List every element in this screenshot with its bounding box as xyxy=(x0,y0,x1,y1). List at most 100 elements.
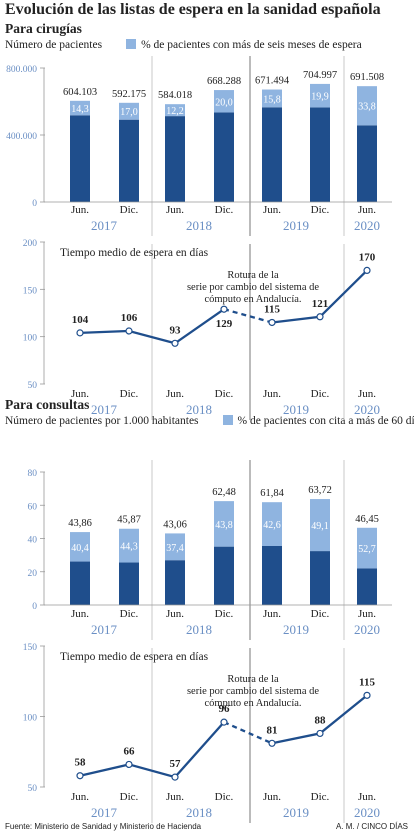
consult-bars-bar-share xyxy=(357,527,377,569)
section-heading-surgery: Para cirugías xyxy=(5,21,82,36)
surgery-bars-year-label: 2020 xyxy=(354,218,380,233)
surgery-bars-bar-base xyxy=(310,107,330,202)
surgery-wait-annotation: cómputo en Andalucía. xyxy=(204,294,301,305)
surgery-bars-total-label: 704.997 xyxy=(303,70,337,81)
consult-bars-y-tick-label: 60 xyxy=(28,502,38,512)
surgery-bars-y-tick-label: 800.000 xyxy=(6,65,37,75)
source-note: Fuente: Ministerio de Sanidad y Minister… xyxy=(5,822,202,831)
surgery-wait-x-tick-label: Jun. xyxy=(358,388,376,400)
surgery-wait-annotation: serie por cambio del sistema de xyxy=(187,282,319,293)
surgery-bars-x-tick-label: Dic. xyxy=(311,204,330,216)
consult-bars-y-tick-label: 80 xyxy=(28,469,38,479)
surgery-bars-x-tick-label: Jun. xyxy=(166,204,184,216)
consult-bars-bar-share xyxy=(119,528,139,563)
legend-share-surgery: % de pacientes con más de seis meses de … xyxy=(141,39,362,51)
consult-wait-point xyxy=(125,760,133,769)
surgery-bars-total-label: 691.508 xyxy=(350,72,384,83)
consult-wait-y-tick-label: 50 xyxy=(28,784,38,794)
consult-wait-year-label: 2017 xyxy=(91,805,118,820)
surgery-wait-title: Tiempo medio de espera en días xyxy=(60,247,209,259)
surgery-wait-value-label: 93 xyxy=(170,324,182,336)
consult-bars-y-tick-label: 40 xyxy=(28,536,38,546)
consult-wait-x-tick-label: Dic. xyxy=(311,791,330,803)
surgery-bars-share-label: 20,0 xyxy=(215,97,233,108)
consult-wait-point xyxy=(268,739,276,747)
legend-total-surgery: Número de pacientes xyxy=(5,39,103,51)
surgery-bars-bar-share xyxy=(119,102,139,120)
surgery-bars-y-tick-label: 0 xyxy=(32,199,37,209)
surgery-wait-x-tick-label: Jun. xyxy=(263,388,281,400)
surgery-bars-bar-base xyxy=(357,125,377,202)
consult-bars-share-label: 52,7 xyxy=(358,544,376,555)
surgery-wait-line xyxy=(79,308,225,345)
surgery-bars-bar-base xyxy=(165,116,185,202)
surgery-bars-bar-share xyxy=(214,90,234,113)
surgery-wait-value-label: 115 xyxy=(264,303,280,315)
consult-wait-value-label: 88 xyxy=(315,714,327,726)
surgery-bars-x-tick-label: Dic. xyxy=(215,204,234,216)
surgery-bars-bar-base xyxy=(70,115,90,202)
consult-wait-y-tick-label: 150 xyxy=(23,643,38,653)
consult-bars-bar-base xyxy=(165,560,185,605)
surgery-bars-share-label: 15,8 xyxy=(263,94,281,105)
surgery-wait-value-label: 170 xyxy=(359,251,376,263)
consult-bars-year-label: 2018 xyxy=(186,622,212,637)
section-heading-consultations: Para consultas xyxy=(5,397,90,412)
surgery-bars-year-label: 2017 xyxy=(91,218,118,233)
consult-bars-bar-base xyxy=(357,568,377,605)
surgery-wait-year-label: 2020 xyxy=(354,402,380,417)
surgery-bars-bar-base xyxy=(119,119,139,202)
surgery-wait-value-label: 106 xyxy=(121,312,138,324)
consult-bars-x-tick-label: Dic. xyxy=(120,608,139,620)
consult-bars-x-tick-label: Jun. xyxy=(71,608,89,620)
legend-swatch-surgery xyxy=(126,39,137,49)
consult-bars-share-label: 40,4 xyxy=(71,543,89,554)
consult-wait-x-tick-label: Jun. xyxy=(166,791,184,803)
consult-wait-line xyxy=(79,721,225,779)
surgery-wait-value-label: 104 xyxy=(72,314,89,326)
consult-bars-total-label: 43,86 xyxy=(68,518,92,529)
consult-bars-bar-base xyxy=(70,561,90,605)
consult-wait-x-tick-label: Dic. xyxy=(215,791,234,803)
legend-share-consultations: % de pacientes con cita a más de 60 días xyxy=(237,415,414,427)
surgery-wait-annotation: Rotura de la xyxy=(227,270,279,281)
surgery-wait-x-tick-label: Jun. xyxy=(71,388,89,400)
consult-bars-year-label: 2020 xyxy=(354,622,380,637)
surgery-wait-point xyxy=(76,329,84,337)
consult-bars-share-label: 42,6 xyxy=(263,520,281,531)
surgery-bars-bar-base xyxy=(214,112,234,202)
consult-bars-total-label: 46,45 xyxy=(355,514,379,525)
consult-wait-year-label: 2020 xyxy=(354,805,380,820)
surgery-bars-total-label: 668.288 xyxy=(207,76,241,87)
surgery-bars-bar-share xyxy=(165,104,185,117)
consult-wait-point xyxy=(316,729,324,738)
surgery-bars-x-tick-label: Dic. xyxy=(120,204,139,216)
consult-bars-x-tick-label: Jun. xyxy=(166,608,184,620)
legend-consultations: Número de pacientes por 1.000 habitantes… xyxy=(5,415,414,427)
consult-wait-value-label: 81 xyxy=(267,724,278,736)
consult-bars-total-label: 61,84 xyxy=(260,488,284,499)
surgery-bars-total-label: 671.494 xyxy=(255,76,290,87)
consult-wait-annotation: Rotura de la xyxy=(227,674,279,685)
surgery-wait-x-tick-label: Dic. xyxy=(215,388,234,400)
consult-bars-share-label: 49,1 xyxy=(311,521,329,532)
consult-wait-year-label: 2018 xyxy=(186,805,212,820)
consult-bars-bar-base xyxy=(262,545,282,605)
surgery-wait-x-tick-label: Jun. xyxy=(166,388,184,400)
surgery-bars-bar-share xyxy=(310,83,330,108)
consult-wait-point xyxy=(171,773,179,781)
surgery-wait-year-label: 2019 xyxy=(283,402,309,417)
surgery-wait-y-tick-label: 200 xyxy=(23,239,38,249)
consult-wait-y-tick-label: 100 xyxy=(23,714,38,724)
consult-wait-x-tick-label: Jun. xyxy=(263,791,281,803)
legend-swatch-consultations xyxy=(222,415,233,425)
consult-bars-x-tick-label: Dic. xyxy=(311,608,330,620)
surgery-bars-share-label: 14,3 xyxy=(71,104,89,115)
surgery-bars-x-tick-label: Jun. xyxy=(263,204,281,216)
credit-note: A. M. / CINCO DÍAS xyxy=(335,822,408,831)
surgery-wait-y-tick-label: 150 xyxy=(23,286,38,296)
surgery-wait-point xyxy=(220,305,228,313)
consult-bars-share-label: 37,4 xyxy=(166,543,184,554)
consult-wait-annotation: serie por cambio del sistema de xyxy=(187,686,319,697)
